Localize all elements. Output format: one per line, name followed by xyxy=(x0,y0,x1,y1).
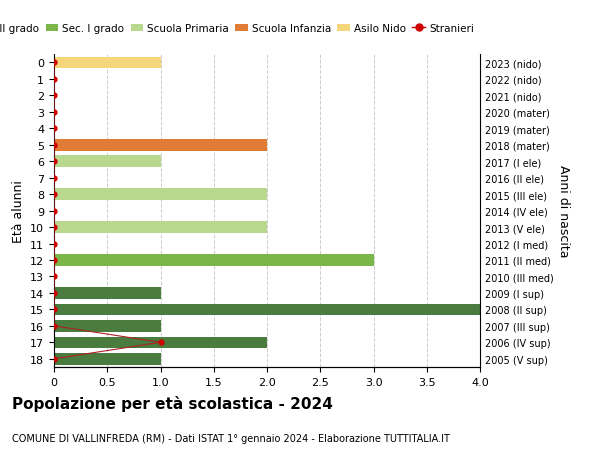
Legend: Sec. II grado, Sec. I grado, Scuola Primaria, Scuola Infanzia, Asilo Nido, Stran: Sec. II grado, Sec. I grado, Scuola Prim… xyxy=(0,20,478,38)
Text: COMUNE DI VALLINFREDA (RM) - Dati ISTAT 1° gennaio 2024 - Elaborazione TUTTITALI: COMUNE DI VALLINFREDA (RM) - Dati ISTAT … xyxy=(12,433,450,442)
Bar xyxy=(54,156,161,168)
Bar xyxy=(54,222,267,233)
Bar xyxy=(54,57,161,69)
Bar xyxy=(54,287,161,299)
Text: Popolazione per età scolastica - 2024: Popolazione per età scolastica - 2024 xyxy=(12,396,333,412)
Bar xyxy=(54,353,161,365)
Bar xyxy=(54,320,161,332)
Bar xyxy=(54,337,267,348)
Bar xyxy=(54,189,267,201)
Bar xyxy=(54,304,480,315)
Bar xyxy=(54,255,373,266)
Y-axis label: Anni di nascita: Anni di nascita xyxy=(557,165,570,257)
Bar xyxy=(54,140,267,151)
Y-axis label: Età alunni: Età alunni xyxy=(11,180,25,242)
